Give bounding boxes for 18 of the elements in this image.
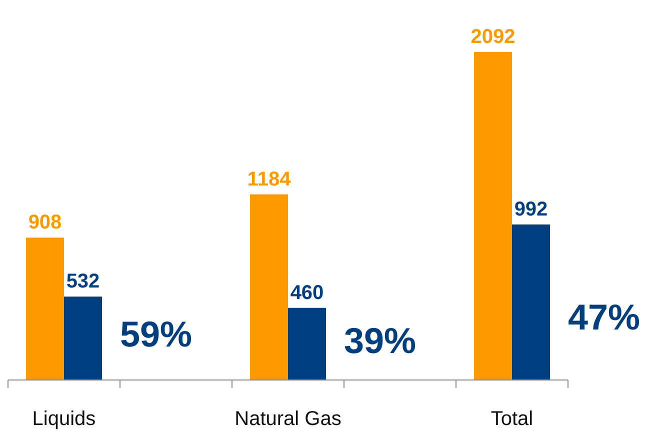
bar xyxy=(26,238,64,380)
bar xyxy=(288,308,326,380)
bar xyxy=(512,224,550,380)
x-tick-label: Natural Gas xyxy=(234,408,342,430)
x-tick-label: Liquids xyxy=(32,408,96,430)
bar xyxy=(474,52,512,380)
data-label: 992 xyxy=(514,198,548,220)
data-label: 908 xyxy=(28,212,62,234)
annotation: 59% xyxy=(120,314,192,355)
x-tick-label: Total xyxy=(490,408,534,430)
bar xyxy=(250,194,288,380)
data-label: 460 xyxy=(290,282,324,304)
data-label: 1184 xyxy=(247,168,292,190)
data-label: 2092 xyxy=(470,26,516,48)
annotation: 39% xyxy=(344,320,416,361)
data-label: 532 xyxy=(66,270,100,293)
annotation: 47% xyxy=(568,296,640,338)
bar xyxy=(64,296,102,380)
